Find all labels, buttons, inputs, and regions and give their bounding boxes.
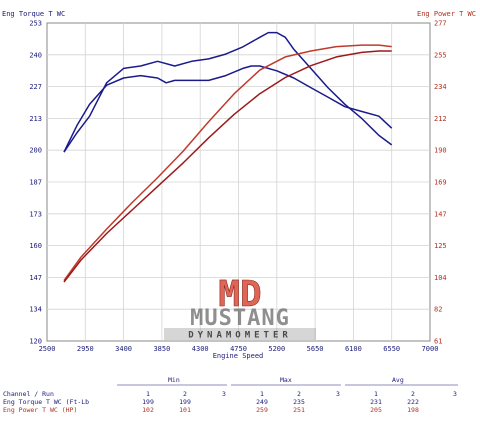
x-axis-label: Engine Speed (213, 352, 264, 360)
left-tick-label: 173 (29, 210, 42, 218)
x-tick-labels: 2500 2950 3400 3850 4300 4750 5200 5650 6100 6550… (39, 345, 439, 353)
table-channel-header: Channel / Run (3, 390, 54, 398)
run-number-headers: 1 2 3 1 2 3 1 2 3 (146, 390, 457, 398)
run-number: 2 (297, 390, 301, 398)
x-tick-label: 4750 (230, 345, 247, 353)
left-tick-labels: 253 240 227 213 200 187 173 160 147 134 120 (29, 20, 42, 346)
table-header-max: Max (280, 376, 292, 384)
right-tick-label: 125 (434, 242, 447, 250)
logo-letters: MD (218, 274, 261, 315)
x-tick-label: 4300 (192, 345, 209, 353)
x-tick-label: 6100 (345, 345, 362, 353)
series-line-4 (63, 50, 392, 283)
x-tick-label: 2950 (77, 345, 94, 353)
left-tick-label: 227 (29, 83, 42, 91)
series-line-1 (63, 31, 393, 153)
left-tick-label: 200 (29, 147, 42, 155)
table-cell: 199 (179, 398, 191, 406)
run-number: 2 (183, 390, 187, 398)
table-header-avg: Avg (392, 376, 404, 384)
table-values: 199 199 249 235 231 222 102 101 259 251 205 198 (142, 398, 419, 414)
run-number: 1 (146, 390, 150, 398)
right-tick-label: 212 (434, 115, 447, 123)
run-number: 3 (222, 390, 226, 398)
left-tick-label: 187 (29, 179, 42, 187)
left-axis-title: Eng Torque T WC (2, 10, 65, 18)
left-tick-label: 240 (29, 51, 42, 59)
table-cell: 102 (142, 406, 154, 414)
right-tick-label: 255 (434, 51, 447, 59)
right-tick-label: 277 (434, 20, 447, 28)
logo-sub: DYNAMOMETER (188, 331, 292, 341)
series-line-3 (63, 44, 392, 282)
logo-word: MUSTANG (190, 306, 290, 331)
x-tick-label: 7000 (422, 345, 439, 353)
left-tick-label: 134 (29, 306, 42, 314)
series-line-2 (63, 65, 393, 153)
left-tick-label: 253 (29, 20, 42, 28)
right-tick-label: 147 (434, 210, 447, 218)
right-axis-title: Eng Power T WC (417, 10, 476, 18)
x-tick-label: 3400 (115, 345, 132, 353)
x-tick-label: 6550 (383, 345, 400, 353)
table-cell: 251 (293, 406, 305, 414)
right-tick-label: 190 (434, 147, 447, 155)
right-tick-label: 234 (434, 83, 447, 91)
table-cell: 198 (407, 406, 419, 414)
grid-lines (47, 23, 430, 341)
run-number: 1 (374, 390, 378, 398)
row-label-torque: Eng Torque T WC (Ft-Lb (3, 398, 89, 406)
run-number: 1 (260, 390, 264, 398)
table-cell: 222 (407, 398, 419, 406)
series-lines (63, 31, 393, 283)
right-tick-labels: 277 255 234 212 190 169 147 125 104 82 61 (434, 20, 447, 346)
logo-band (164, 328, 316, 340)
table-cell: 259 (256, 406, 268, 414)
row-label-power: Eng Power T WC (HP) (3, 406, 77, 414)
table-cell: 235 (293, 398, 305, 406)
table-cell: 249 (256, 398, 268, 406)
right-tick-label: 169 (434, 179, 447, 187)
table-header-min: Min (168, 376, 180, 384)
left-tick-label: 120 (29, 338, 42, 346)
run-number: 2 (411, 390, 415, 398)
x-tick-label: 2500 (39, 345, 56, 353)
run-number: 3 (336, 390, 340, 398)
x-tick-label: 5650 (307, 345, 324, 353)
x-tick-label: 3850 (153, 345, 170, 353)
table-cell: 101 (179, 406, 191, 414)
run-number: 3 (453, 390, 457, 398)
mustang-dyno-logo: MD MUSTANG DYNAMOMETER (164, 274, 316, 341)
left-tick-label: 147 (29, 274, 42, 282)
table-cell: 199 (142, 398, 154, 406)
table-cell: 205 (370, 406, 382, 414)
x-tick-label: 5200 (268, 345, 285, 353)
right-tick-label: 104 (434, 274, 447, 282)
left-tick-label: 213 (29, 115, 42, 123)
left-tick-label: 160 (29, 242, 42, 250)
table-cell: 231 (370, 398, 382, 406)
right-tick-label: 61 (434, 338, 442, 346)
right-tick-label: 82 (434, 306, 442, 314)
